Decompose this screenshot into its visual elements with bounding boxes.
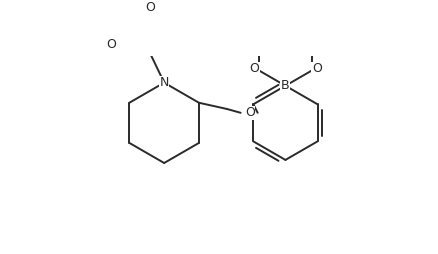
Text: O: O bbox=[249, 62, 259, 75]
Text: O: O bbox=[312, 62, 322, 75]
Text: B: B bbox=[281, 79, 290, 92]
Text: N: N bbox=[159, 76, 169, 89]
Text: O: O bbox=[145, 1, 155, 14]
Text: O: O bbox=[106, 38, 116, 51]
Text: O: O bbox=[245, 106, 255, 119]
